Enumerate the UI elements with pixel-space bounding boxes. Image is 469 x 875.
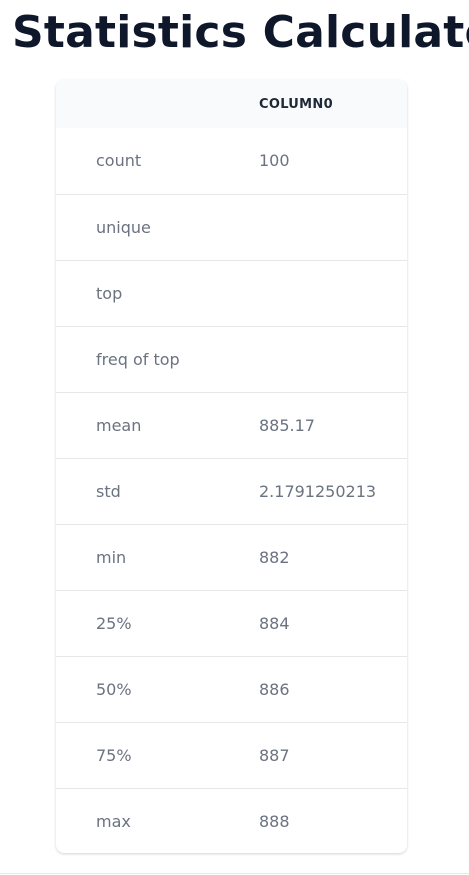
row-label: std — [56, 457, 219, 524]
row-value — [219, 325, 407, 392]
row-value: 882 — [219, 523, 407, 590]
row-label: 25% — [56, 589, 219, 656]
row-value: 886 — [219, 655, 407, 722]
table-row-std: std 2.1791250213 — [56, 457, 407, 524]
table-row-top: top — [56, 259, 407, 326]
bottom-divider — [0, 873, 469, 874]
table-row-count: count 100 — [56, 128, 407, 194]
row-label: unique — [56, 193, 219, 260]
table-row-mean: mean 885.17 — [56, 391, 407, 458]
row-value: 885.17 — [219, 391, 407, 458]
statistics-table-card: COLUMN0 count 100 unique top freq of top — [56, 80, 407, 853]
table-header-row: COLUMN0 — [56, 80, 407, 128]
row-label: count — [96, 151, 142, 171]
row-value: 2.1791250213 — [219, 457, 407, 524]
row-value: 888 — [219, 787, 407, 853]
table-row-freq-of-top: freq of top — [56, 325, 407, 392]
statistics-table: COLUMN0 count 100 unique top freq of top — [56, 80, 407, 853]
row-value: 887 — [219, 721, 407, 788]
page-title: Statistics Calculator — [12, 7, 469, 58]
table-row-max: max 888 — [56, 787, 407, 853]
row-value — [219, 259, 407, 326]
header-label-column — [56, 80, 219, 128]
table-row-75-percent: 75% 887 — [56, 721, 407, 788]
row-label: 75% — [56, 721, 219, 788]
row-value — [219, 193, 407, 260]
table-body: count 100 unique top freq of top mean — [56, 128, 407, 853]
table-row-unique: unique — [56, 193, 407, 260]
table-header: COLUMN0 — [56, 80, 407, 128]
row-label: max — [56, 787, 219, 853]
row-label: freq of top — [56, 325, 219, 392]
row-value: 884 — [219, 589, 407, 656]
row-label: mean — [56, 391, 219, 458]
header-column0: COLUMN0 — [259, 96, 333, 112]
row-label: 50% — [56, 655, 219, 722]
table-row-min: min 882 — [56, 523, 407, 590]
table-row-25-percent: 25% 884 — [56, 589, 407, 656]
row-value: 100 — [259, 151, 290, 171]
row-label: top — [56, 259, 219, 326]
row-label: min — [56, 523, 219, 590]
table-row-50-percent: 50% 886 — [56, 655, 407, 722]
